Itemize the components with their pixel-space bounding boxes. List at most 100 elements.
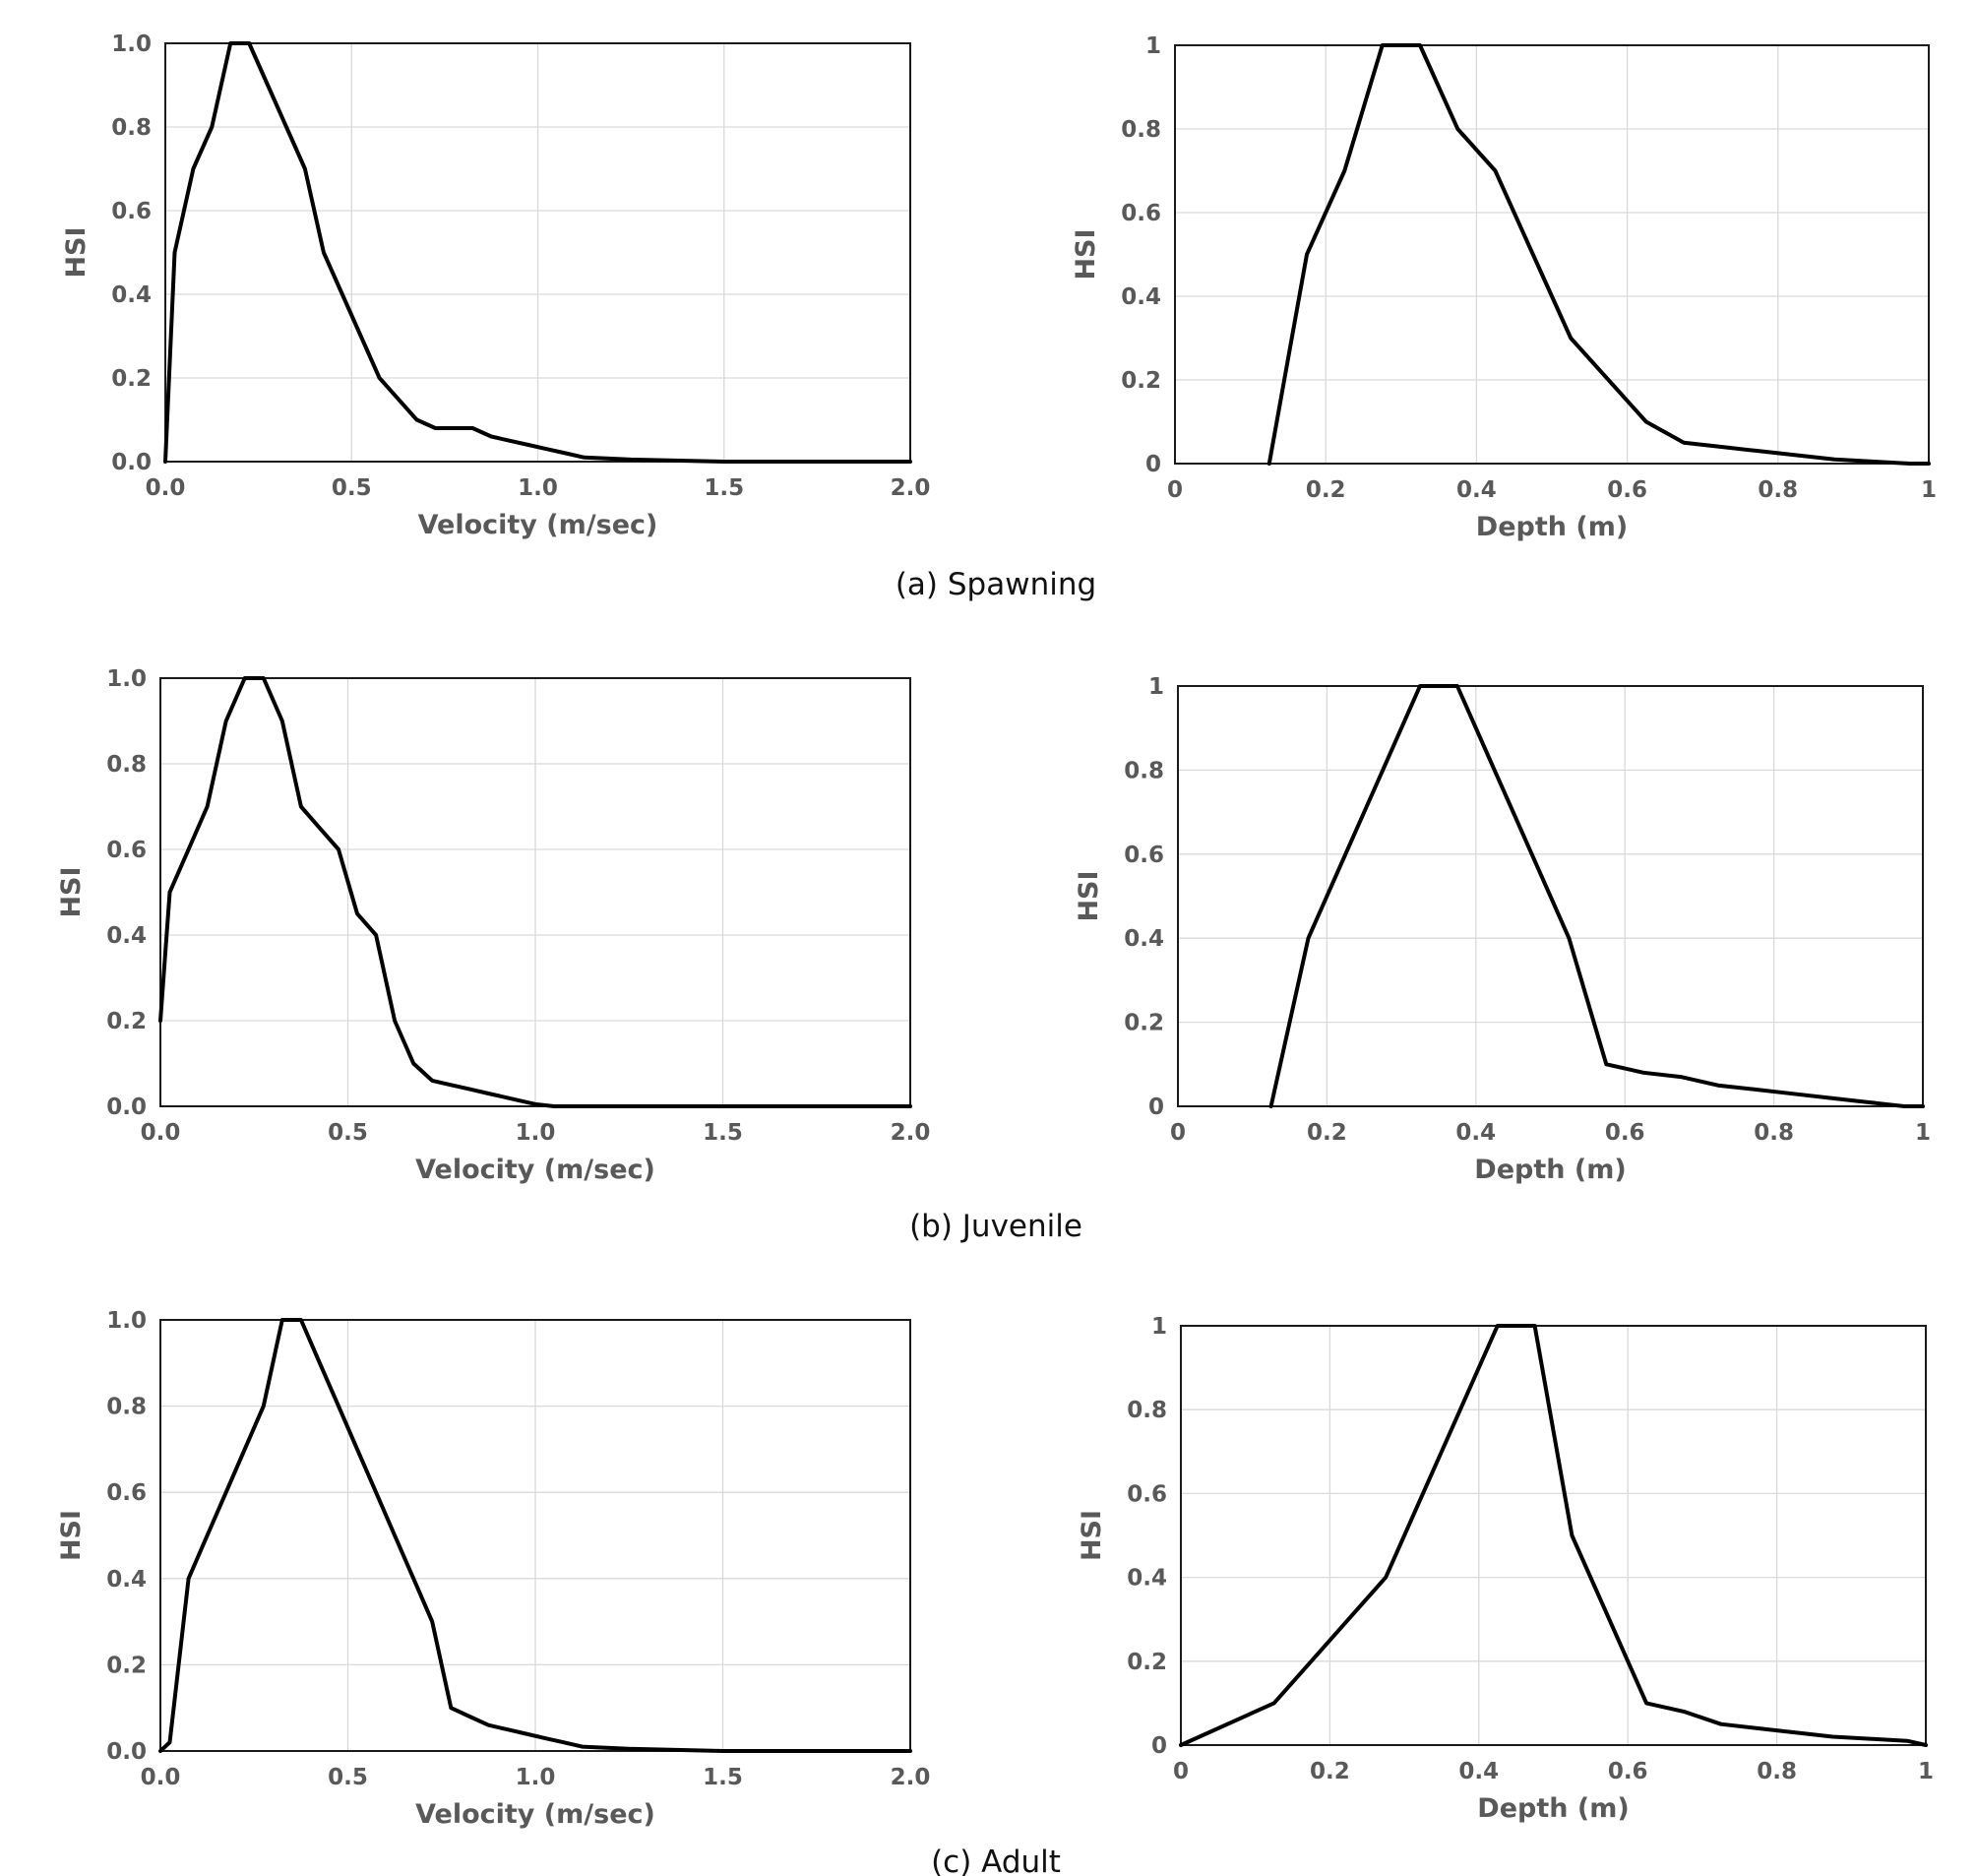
x-tick-label: 0.5: [328, 1120, 368, 1146]
hsi-curve: [1268, 684, 1925, 1108]
y-tick-label: 0.2: [1127, 1650, 1167, 1675]
x-tick-label: 1.0: [518, 475, 558, 501]
plot-frame: [164, 42, 911, 463]
hsi-curve: [158, 1318, 912, 1753]
y-tick-label: 1.0: [106, 1308, 147, 1334]
x-tick-label: 0.8: [1758, 477, 1798, 503]
x-tick-label: 0.4: [1458, 1759, 1499, 1784]
x-tick-label: 0.8: [1757, 1759, 1797, 1784]
x-tick-label: 0.6: [1605, 1120, 1645, 1146]
x-axis-title: Velocity (m/sec): [418, 510, 658, 540]
y-tick-label: 0: [1151, 1733, 1167, 1759]
y-tick-label: 0.6: [1124, 843, 1164, 868]
y-tick-label: 0.8: [1124, 758, 1164, 783]
chart-panel-b-depth: 0 0.2 0.4 0.6 0.8 1 0 0.2 0.4 0.6 0.8 1 Depth (m) HSI: [1074, 674, 1931, 1185]
chart-panel-a-depth: 0 0.2 0.4 0.6 0.8 1 0 0.2 0.4 0.6 0.8 1 Depth (m) HSI: [1071, 33, 1937, 542]
y-tick-label: 1: [1145, 33, 1161, 59]
y-tick-label: 0.8: [111, 115, 152, 141]
x-tick-label: 0.2: [1307, 1120, 1347, 1146]
x-tick-label: 0.6: [1608, 1759, 1648, 1784]
y-tick-label: 0.6: [111, 199, 152, 224]
x-tick-label: 0: [1170, 1120, 1186, 1146]
chart-panel-c-velocity: 0.0 0.5 1.0 1.5 2.0 0.0 0.2 0.4 0.6 0.8 1.0 Velocit…: [56, 1308, 930, 1830]
y-axis-title: HSI: [61, 226, 92, 278]
y-tick-label: 0.6: [106, 1480, 147, 1506]
hsi-curve: [1179, 1324, 1928, 1747]
x-tick-label: 0.2: [1306, 477, 1346, 503]
x-tick-label: 1.0: [516, 1765, 556, 1790]
caption-adult: (c) Adult: [931, 1845, 1061, 1876]
y-tick-label: 0.2: [111, 366, 152, 392]
x-axis-title: Depth (m): [1474, 1155, 1626, 1185]
x-tick-label: 1: [1915, 1120, 1931, 1146]
x-tick-label: 2.0: [891, 1765, 931, 1790]
y-tick-label: 1.0: [111, 31, 152, 57]
x-tick-label: 0: [1173, 1759, 1189, 1784]
x-tick-label: 1.5: [704, 475, 744, 501]
plot-frame: [1180, 1325, 1927, 1746]
y-tick-label: 0.2: [1124, 1011, 1164, 1036]
x-tick-label: 0.8: [1754, 1120, 1794, 1146]
x-axis-title: Depth (m): [1477, 1793, 1629, 1824]
y-tick-label: 0.4: [1121, 284, 1161, 310]
hsi-curve: [1266, 43, 1931, 466]
y-tick-label: 0: [1148, 1094, 1164, 1120]
caption-juvenile: (b) Juvenile: [909, 1209, 1082, 1244]
chart-panel-c-depth: 0 0.2 0.4 0.6 0.8 1 0 0.2 0.4 0.6 0.8 1 Depth (m) HSI: [1077, 1314, 1934, 1824]
y-tick-label: 1: [1148, 674, 1164, 700]
y-tick-label: 0.0: [106, 1739, 147, 1765]
x-tick-label: 1.0: [516, 1120, 556, 1146]
x-axis-title: Velocity (m/sec): [415, 1799, 655, 1830]
chart-panel-a-velocity: 0.0 0.5 1.0 1.5 2.0 0.0 0.2 0.4 0.6 0.8 1.0 Velocit…: [61, 31, 930, 540]
x-tick-label: 0.6: [1607, 477, 1647, 503]
caption-spawning: (a) Spawning: [895, 567, 1096, 602]
y-tick-label: 0.8: [1127, 1398, 1167, 1423]
y-tick-label: 0.8: [1121, 117, 1161, 143]
y-tick-label: 0.4: [1124, 926, 1164, 952]
y-tick-label: 0.8: [106, 1395, 147, 1420]
x-axis-title: Velocity (m/sec): [415, 1155, 655, 1185]
y-tick-label: 0.6: [1121, 201, 1161, 226]
y-tick-label: 1: [1151, 1314, 1167, 1340]
plot-frame: [1174, 44, 1930, 465]
x-tick-label: 0.0: [141, 1765, 181, 1790]
x-tick-label: 0.0: [141, 1120, 181, 1146]
x-tick-label: 0.5: [328, 1765, 368, 1790]
plot-frame: [159, 677, 911, 1107]
x-tick-label: 1.5: [703, 1765, 743, 1790]
hsi-curve: [163, 41, 912, 464]
y-tick-label: 0.2: [106, 1009, 147, 1034]
x-tick-label: 1.5: [703, 1120, 743, 1146]
y-tick-label: 0.4: [1127, 1566, 1167, 1592]
x-tick-label: 0.4: [1456, 477, 1497, 503]
x-tick-label: 2.0: [891, 475, 931, 501]
y-tick-label: 0.6: [1127, 1481, 1167, 1507]
x-tick-label: 1: [1918, 1759, 1934, 1784]
y-tick-label: 0.4: [106, 923, 147, 949]
y-axis-title: HSI: [56, 1510, 87, 1561]
y-tick-label: 0.2: [106, 1653, 147, 1678]
x-tick-label: 1: [1921, 477, 1937, 503]
plot-frame: [1177, 685, 1924, 1107]
y-tick-label: 0.4: [106, 1567, 147, 1593]
y-axis-title: HSI: [1074, 870, 1104, 921]
y-axis-title: HSI: [56, 866, 87, 917]
x-tick-label: 0.2: [1310, 1759, 1350, 1784]
chart-panel-b-velocity: 0.0 0.5 1.0 1.5 2.0 0.0 0.2 0.4 0.6 0.8 1.0 Velocit…: [56, 666, 930, 1185]
y-axis-title: HSI: [1077, 1510, 1107, 1561]
y-tick-label: 0.6: [106, 838, 147, 863]
y-axis-title: HSI: [1071, 228, 1101, 280]
hsi-curve: [158, 676, 912, 1108]
y-tick-label: 0.4: [111, 282, 152, 308]
y-tick-label: 0.0: [106, 1094, 147, 1120]
x-tick-label: 0.4: [1455, 1120, 1496, 1146]
x-tick-label: 0: [1167, 477, 1183, 503]
y-tick-label: 0: [1145, 452, 1161, 477]
y-tick-label: 0.8: [106, 752, 147, 778]
y-tick-label: 1.0: [106, 666, 147, 692]
x-axis-title: Depth (m): [1476, 512, 1628, 542]
x-tick-label: 0.0: [146, 475, 186, 501]
x-tick-label: 2.0: [891, 1120, 931, 1146]
x-tick-label: 0.5: [332, 475, 372, 501]
